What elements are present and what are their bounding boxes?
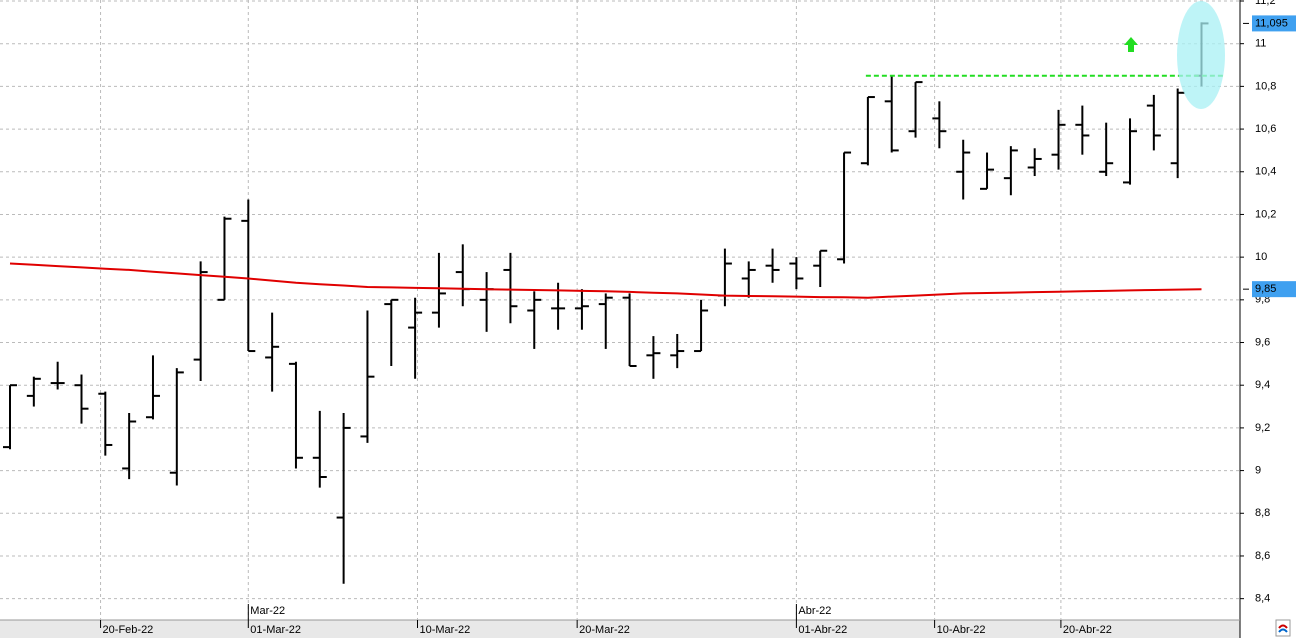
x-tick-label: 20-Feb-22 <box>103 624 154 636</box>
month-label: Mar-22 <box>250 605 285 617</box>
price-label-box <box>1252 281 1296 298</box>
up-arrow <box>1124 37 1138 52</box>
corner-icon <box>1275 619 1291 637</box>
y-tick-label: 11,2 <box>1255 0 1276 7</box>
y-tick-label: 8,4 <box>1255 593 1270 605</box>
x-tick-label: 01-Abr-22 <box>798 624 847 636</box>
x-tick-label: 20-Mar-22 <box>579 624 630 636</box>
y-tick-label: 9 <box>1255 464 1261 476</box>
price-label: 9,85 <box>1255 283 1276 295</box>
y-tick-label: 10 <box>1255 251 1267 263</box>
x-axis-strip <box>0 620 1240 638</box>
x-tick-label: 10-Abr-22 <box>937 624 986 636</box>
y-tick-label: 10,4 <box>1255 166 1276 178</box>
y-tick-label: 8,6 <box>1255 550 1270 562</box>
y-tick-label: 10,6 <box>1255 123 1276 135</box>
y-tick-label: 11 <box>1255 38 1266 50</box>
y-tick-label: 9,2 <box>1255 422 1270 434</box>
y-tick-label: 9,6 <box>1255 336 1270 348</box>
x-tick-label: 10-Mar-22 <box>419 624 470 636</box>
y-tick-label: 10,8 <box>1255 80 1276 92</box>
price-label-box <box>1252 15 1296 32</box>
y-tick-label: 9,4 <box>1255 379 1270 391</box>
price-label: 11,095 <box>1255 17 1288 29</box>
x-tick-label: 20-Abr-22 <box>1063 624 1112 636</box>
month-label: Abr-22 <box>798 605 831 617</box>
highlight-ellipse <box>1177 1 1225 109</box>
y-tick-label: 8,8 <box>1255 507 1270 519</box>
x-tick-label: 01-Mar-22 <box>250 624 301 636</box>
y-tick-label: 10,2 <box>1255 208 1276 220</box>
moving-average-line <box>9 262 1202 299</box>
